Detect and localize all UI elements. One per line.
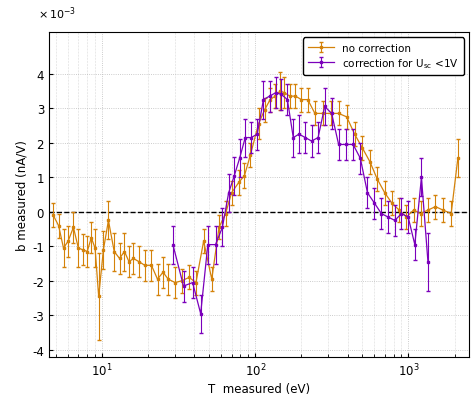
Text: $\times\,10^{-3}$: $\times\,10^{-3}$ [38, 6, 76, 22]
Y-axis label: b measured (nA/V): b measured (nA/V) [15, 140, 28, 250]
Legend: no correction, correction for U$_{\mathregular{sc}}$ <1V: no correction, correction for U$_{\mathr… [303, 38, 464, 76]
X-axis label: T  measured (eV): T measured (eV) [208, 383, 310, 395]
